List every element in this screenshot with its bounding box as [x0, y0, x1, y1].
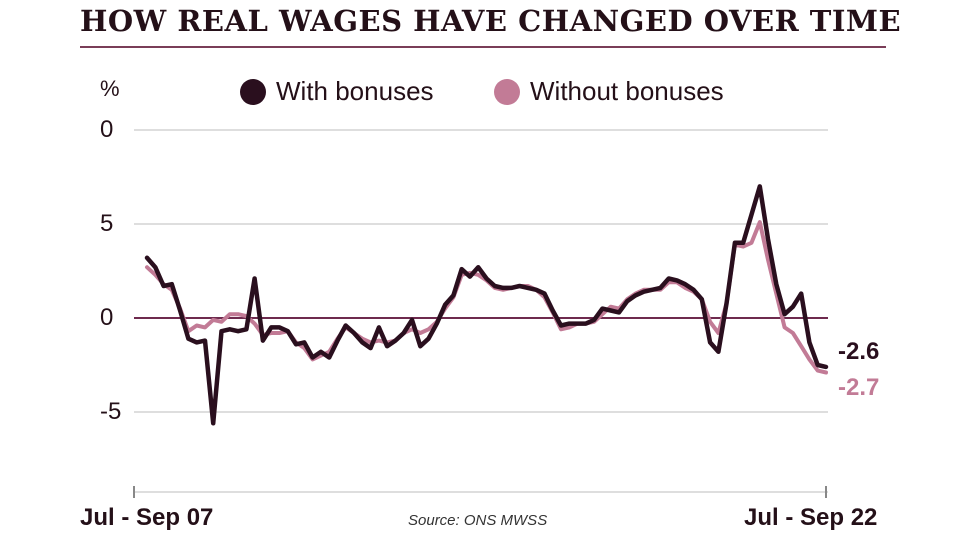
chart-title: HOW REAL WAGES HAVE CHANGED OVER TIME — [80, 4, 902, 38]
series-line-with-bonuses — [144, 184, 829, 426]
y-tick-label: 0 — [100, 116, 114, 143]
legend-without-bonuses: Without bonuses — [494, 76, 724, 107]
legend-swatch-without-bonuses — [494, 78, 520, 105]
y-tick-label: -5 — [100, 398, 122, 425]
legend-label-with-bonuses: With bonuses — [276, 76, 434, 106]
y-tick-label: 0 — [100, 304, 114, 331]
x-axis-end-label: Jul - Sep 22 — [744, 504, 878, 531]
source-note: Source: ONS MWSS — [408, 512, 548, 529]
y-axis-unit: % — [100, 76, 120, 101]
legend-with-bonuses: With bonuses — [240, 76, 434, 107]
legend-label-without-bonuses: Without bonuses — [530, 76, 724, 106]
legend-swatch-with-bonuses — [240, 78, 266, 105]
y-tick-label: 5 — [100, 210, 114, 237]
x-axis-start-label: Jul - Sep 07 — [80, 504, 214, 531]
end-label-with-bonuses: -2.6 — [838, 338, 880, 365]
series-line-without-bonuses — [145, 220, 828, 375]
end-label-without-bonuses: -2.7 — [838, 374, 880, 401]
title-rule — [80, 46, 886, 48]
